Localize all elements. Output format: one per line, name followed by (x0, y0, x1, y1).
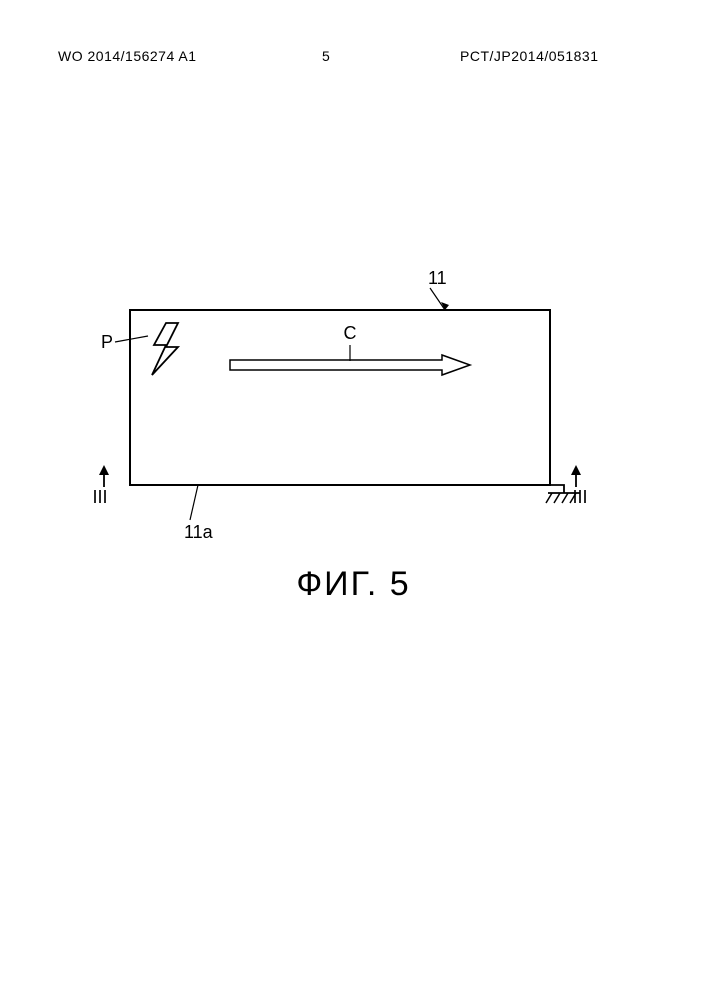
figure-canvas: III III 11 11a P C (0, 0, 707, 1000)
svg-text:11a: 11a (184, 522, 214, 542)
figure-caption: ФИГ. 5 (0, 565, 707, 604)
svg-text:11: 11 (428, 268, 447, 288)
svg-text:III: III (92, 487, 107, 507)
svg-text:III: III (572, 487, 587, 507)
svg-text:C: C (344, 323, 357, 343)
svg-text:P: P (101, 332, 113, 352)
